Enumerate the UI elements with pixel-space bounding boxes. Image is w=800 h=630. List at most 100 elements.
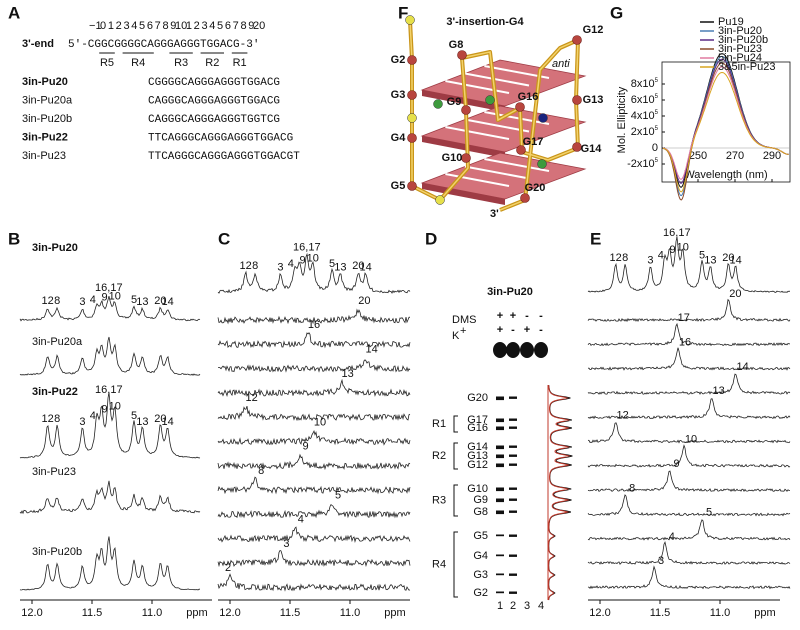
peak-label: 10 [109,291,121,303]
spectrum [588,347,791,371]
spectrum [587,494,791,517]
region-label: R2 [205,57,219,69]
numbering: 2 [194,20,200,32]
y-tick-exp: 5 [655,110,659,116]
gel-band [496,487,504,492]
y-tick-base: 8x10 [631,78,655,90]
peak-label: 3 [283,538,289,550]
plane-stripe [445,173,510,187]
spectrum [218,359,411,373]
band-label: G13 [467,450,488,462]
peak-label: 8 [629,482,635,494]
guanine-node [572,95,582,105]
gel-band [509,510,517,513]
panel-letter: B [8,229,20,248]
densitometry-trace [548,384,571,601]
numbering: 2 [116,20,122,32]
legend-entry: 3&5in-Pu23 [718,61,776,73]
band-label: G10 [467,483,488,495]
gel-band [496,498,504,503]
trace-name: 3in-Pu22 [32,386,78,398]
guanine-node [461,153,471,163]
peak-label: 16,17 [663,227,691,239]
numbering: 7 [155,20,161,32]
axis-tick-label: 11.0 [340,607,361,619]
spectrum [217,476,411,495]
gel-band [509,591,517,594]
dms-sign: + [510,310,516,322]
peak-label: 14 [736,361,748,373]
spectrum [587,565,791,590]
peak-label: 9 [303,441,309,453]
region-label: R4 [131,57,145,69]
axis-tick-label: 11.5 [650,607,671,619]
node-label: G20 [525,182,546,194]
gel-title: 3in-Pu20 [487,286,533,298]
peak-label: 14 [729,255,741,267]
group-bracket [453,531,458,598]
peak-label: 4 [90,410,96,422]
gel-band [509,573,517,576]
quartet-plane [420,59,587,107]
peak-label: 9 [102,292,108,304]
node-label: G12 [583,24,604,36]
peak-label: 12 [41,413,53,425]
spectrum [217,332,411,349]
numbering: 1 [186,20,192,32]
k-sign: - [511,324,515,336]
panel-letter: A [8,3,20,22]
y-tick-label: 8x105 [631,78,659,90]
gel-well [493,342,507,358]
sequence: 5'-CGGCGGGGCAGGGAGGGTGGACG-3' [68,39,259,51]
peak-label: 5 [335,489,341,501]
plane-stripe [464,72,530,87]
guanine-node [516,145,526,155]
node-label: G17 [523,136,544,148]
cd-curve [662,71,789,193]
peak-label: 13 [704,255,716,267]
numbering: 3 [201,20,207,32]
legend-entry: Pu19 [718,16,744,28]
peak-label: 14 [359,262,371,274]
numbering: 4 [209,20,215,32]
plane-stripe [464,118,530,133]
densitometry-trace [548,384,573,601]
peak-label: 9 [300,255,306,267]
numbering: 4 [131,20,137,32]
gel-band [496,418,504,423]
numbering: 8 [240,20,246,32]
peak-label: 10 [109,401,121,413]
lane-number: 4 [538,600,544,612]
group-bracket [453,415,458,433]
spectrum [587,398,791,420]
band-label: G3 [473,569,488,581]
quartet-side [422,183,505,205]
dms-sign: + [497,310,503,322]
y-tick-base: 2x10 [631,126,655,138]
spectrum [19,392,201,459]
spectrum [19,536,200,591]
guanine-node [520,193,530,203]
gel-band [496,534,504,537]
k-sign: - [539,324,543,336]
numbering: 9 [248,20,254,32]
trace-name: 3in-Pu20 [32,242,78,254]
gel-band [509,498,517,501]
legend-entry: 5in-Pu24 [718,52,762,64]
construct-name: 3in-Pu20 [22,76,68,88]
peak-label: 9 [102,404,108,416]
construct-sequence: CAGGGCAGGGAGGGTGGTCG [148,114,280,126]
band-label: G12 [467,459,488,471]
y-tick-exp: 5 [655,78,659,84]
band-label: G9 [473,494,488,506]
peak-label: 14 [161,416,173,428]
y-tick-label: 4x105 [631,110,659,122]
node-label: G8 [449,39,464,51]
axis-tick-label: 12.0 [21,607,42,619]
construct-name: 3in-Pu20a [22,94,73,106]
peak-label: 14 [161,296,173,308]
construct-sequence: TTCAGGGCAGGGAGGGTGGACG [148,132,293,144]
gel-band [509,426,517,429]
group-label: R1 [432,418,446,430]
